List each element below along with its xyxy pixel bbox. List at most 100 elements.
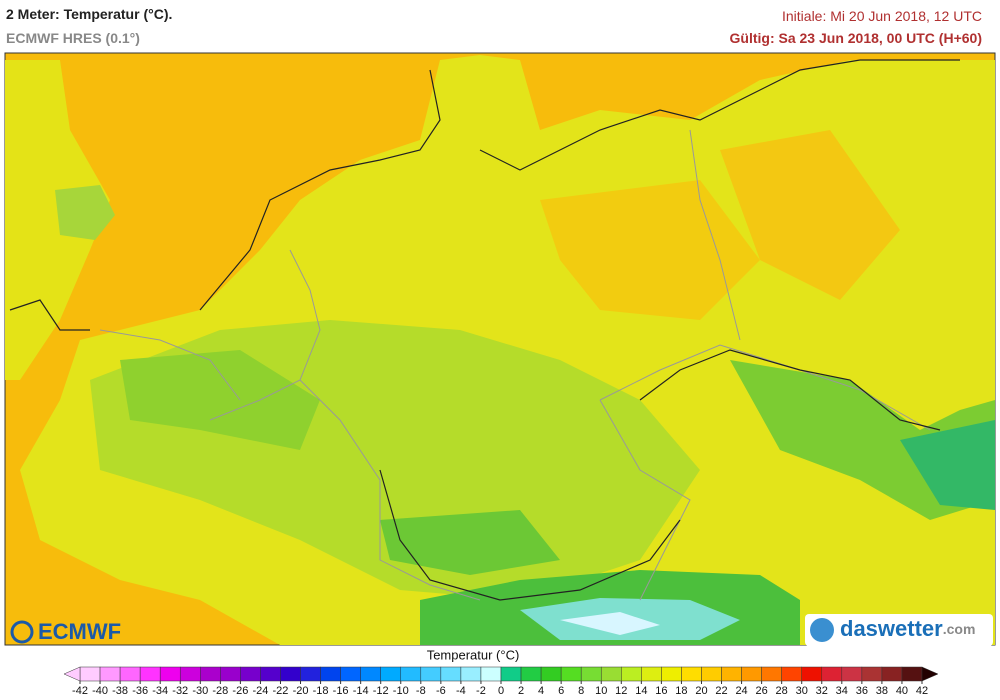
colorbar-segment (380, 666, 402, 682)
border-thick (639, 349, 941, 431)
colorbar-segment (99, 666, 121, 682)
colorbar-tick-label: -38 (112, 685, 128, 697)
colorbar-segment (280, 666, 301, 682)
colorbar-segment (681, 666, 702, 682)
colorbar-segment (801, 666, 823, 682)
colorbar-segment (841, 666, 863, 682)
logo-icon (810, 618, 834, 642)
colorbar-tick-label: -10 (393, 685, 409, 697)
colorbar-end (921, 666, 939, 682)
colorbar: -42 -40 -38 -36 -34 -32 -30 -28 -26 -24 -22 -20 -18-… (63, 666, 939, 697)
warm-patch (55, 185, 115, 240)
coastlines (9, 59, 960, 601)
colorbar-segment (400, 666, 422, 682)
colorbar-segment (139, 666, 161, 682)
border (599, 399, 691, 601)
colorbar-segment (440, 666, 462, 682)
logo-text: daswetter.com (840, 616, 975, 641)
logo-box (805, 614, 993, 646)
colorbar-tick-label: -34 (152, 685, 168, 697)
colorbar-tick-label: -6 (436, 685, 446, 697)
colorbar-segment (179, 666, 201, 682)
cold-area (900, 420, 995, 510)
colorbar-segment (540, 666, 562, 682)
warm-area (720, 130, 900, 300)
colorbar-segment (260, 666, 281, 682)
colorbar-segment (861, 666, 883, 682)
logo-name: daswetter (840, 616, 943, 641)
colorbar-segment (701, 666, 722, 682)
colorbar-tick-label: -12 (373, 685, 389, 697)
border (299, 379, 481, 601)
colorbar-segment (320, 666, 341, 682)
colorbar-tick-label: -22 (273, 685, 289, 697)
colorbar-tick-label: 4 (538, 685, 544, 697)
logo-icon (10, 620, 34, 644)
valid-time: Gültig: Sa 23 Jun 2018, 00 UTC (H+60) (729, 30, 982, 46)
coast (479, 59, 960, 171)
colorbar-tick-label: 38 (876, 685, 888, 697)
colorbar-segment (661, 666, 682, 682)
colorbar-segment (200, 666, 221, 682)
colorbar-segment (240, 666, 261, 682)
border (99, 329, 241, 401)
colorbar-tick-label: 30 (796, 685, 808, 697)
colorbar-tick-label: -30 (192, 685, 208, 697)
colorbar-segment (119, 666, 141, 682)
logo-right: daswetter.com (805, 614, 993, 646)
logo-suffix: .com (943, 621, 976, 637)
colorbar-segment (460, 666, 482, 682)
colorbar-segment (741, 666, 762, 682)
colorbar-tick-label: -14 (353, 685, 369, 697)
colorbar-tick-label: -4 (456, 685, 466, 697)
colorbar-tick-label: 40 (896, 685, 908, 697)
coast (199, 69, 441, 311)
colorbar-tick-label: -16 (333, 685, 349, 697)
colorbar-segment (360, 666, 381, 682)
colorbar-tick-label: 6 (558, 685, 564, 697)
colorbar-tick-label: 18 (675, 685, 687, 697)
colorbar-tick-label: 2 (518, 685, 524, 697)
colorbar-tick-label: 0 (498, 685, 504, 697)
colorbar-segment (721, 666, 742, 682)
colorbar-tick-label: -32 (172, 685, 188, 697)
coast (9, 299, 90, 331)
colorbar-segment (300, 666, 321, 682)
colorbar-tick-label: 10 (595, 685, 607, 697)
mild-area (120, 350, 320, 450)
colorbar-segment (560, 666, 582, 682)
logo-text: ECMWF (38, 619, 121, 644)
colorbar-segment (621, 666, 642, 682)
map-field (4, 52, 996, 646)
colorbar-tick-label: -36 (132, 685, 148, 697)
colorbar-segment (159, 666, 181, 682)
colorbar-tick-label: 14 (635, 685, 647, 697)
colorbar-segment (220, 666, 241, 682)
colorbar-tick-label: -18 (313, 685, 329, 697)
colorbar-tick-label: 22 (715, 685, 727, 697)
colorbar-segment (79, 666, 101, 682)
cool-area (380, 510, 560, 575)
colorbar-tick-label: 34 (836, 685, 848, 697)
colorbar-segment (641, 666, 662, 682)
colorbar-tick-label: 26 (755, 685, 767, 697)
alps-peak (560, 612, 660, 635)
colorbar-tick-label: 20 (695, 685, 707, 697)
logo-left: ECMWF (10, 619, 121, 644)
colorbar-tick-label: 36 (856, 685, 868, 697)
colorbar-tick-label: -8 (416, 685, 426, 697)
colorbar-tick-label: 24 (735, 685, 747, 697)
colorbar-segment (500, 666, 522, 682)
colorbar-end (63, 666, 81, 682)
colorbar-tick-label: 32 (816, 685, 828, 697)
colorbar-tick-label: 16 (655, 685, 667, 697)
title: 2 Meter: Temperatur (°C). (6, 6, 173, 22)
colorbar-segment (580, 666, 602, 682)
colorbar-tick-label: -40 (92, 685, 108, 697)
colorbar-title: Temperatur (°C) (427, 647, 520, 662)
colorbar-segment (821, 666, 843, 682)
colorbar-tick-label: 42 (916, 685, 928, 697)
land-uk (5, 60, 110, 380)
